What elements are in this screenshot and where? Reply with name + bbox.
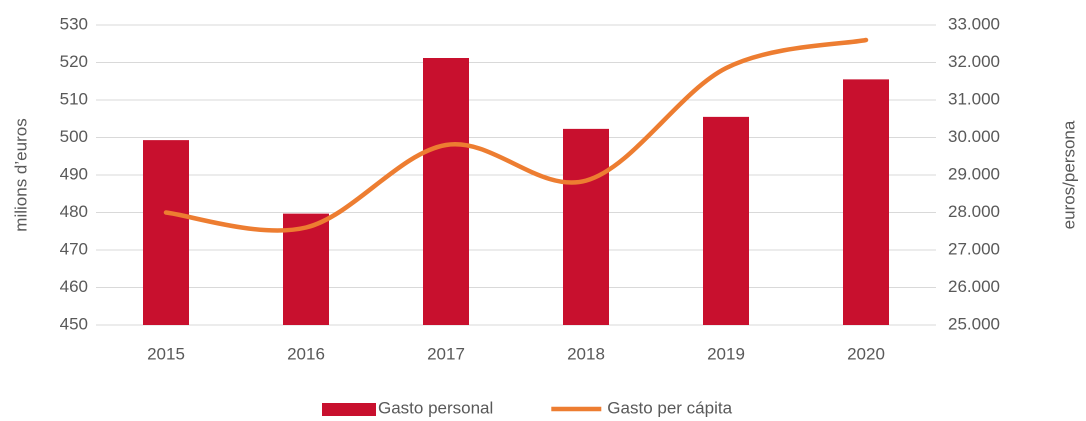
x-tick-label: 2020	[847, 344, 885, 363]
y-tick-label: 460	[60, 277, 88, 296]
y2-tick-label: 29.000	[948, 164, 1000, 183]
y-tick-label: 490	[60, 164, 88, 183]
y2-tick-label: 26.000	[948, 277, 1000, 296]
bar	[843, 79, 889, 325]
legend-label: Gasto per cápita	[607, 398, 732, 417]
line	[163, 37, 869, 233]
y-tick-label: 510	[60, 89, 88, 108]
legend-swatch	[322, 403, 376, 416]
x-tick-label: 2015	[147, 344, 185, 363]
bar	[423, 58, 469, 325]
y2-tick-label: 32.000	[948, 52, 1000, 71]
y2-tick-label: 30.000	[948, 127, 1000, 146]
y2-tick-label: 31.000	[948, 89, 1000, 108]
x-tick-label: 2018	[567, 344, 605, 363]
y2-tick-label: 33.000	[948, 14, 1000, 33]
y2-axis-title: euros/persona	[1059, 120, 1078, 229]
y-tick-label: 450	[60, 314, 88, 333]
y-tick-label: 500	[60, 127, 88, 146]
y-tick-label: 470	[60, 239, 88, 258]
bar	[703, 116, 749, 325]
y-tick-label: 480	[60, 202, 88, 221]
y2-tick-label: 28.000	[948, 202, 1000, 221]
y2-tick-label: 25.000	[948, 314, 1000, 333]
y2-tick-label: 27.000	[948, 239, 1000, 258]
y-tick-label: 530	[60, 14, 88, 33]
y-axis-title: milions d’euros	[11, 118, 30, 231]
x-tick-label: 2019	[707, 344, 745, 363]
bar	[563, 128, 609, 325]
y-tick-label: 520	[60, 52, 88, 71]
bar	[143, 140, 189, 325]
x-tick-label: 2016	[287, 344, 325, 363]
legend-label: Gasto personal	[378, 398, 493, 417]
x-tick-label: 2017	[427, 344, 465, 363]
